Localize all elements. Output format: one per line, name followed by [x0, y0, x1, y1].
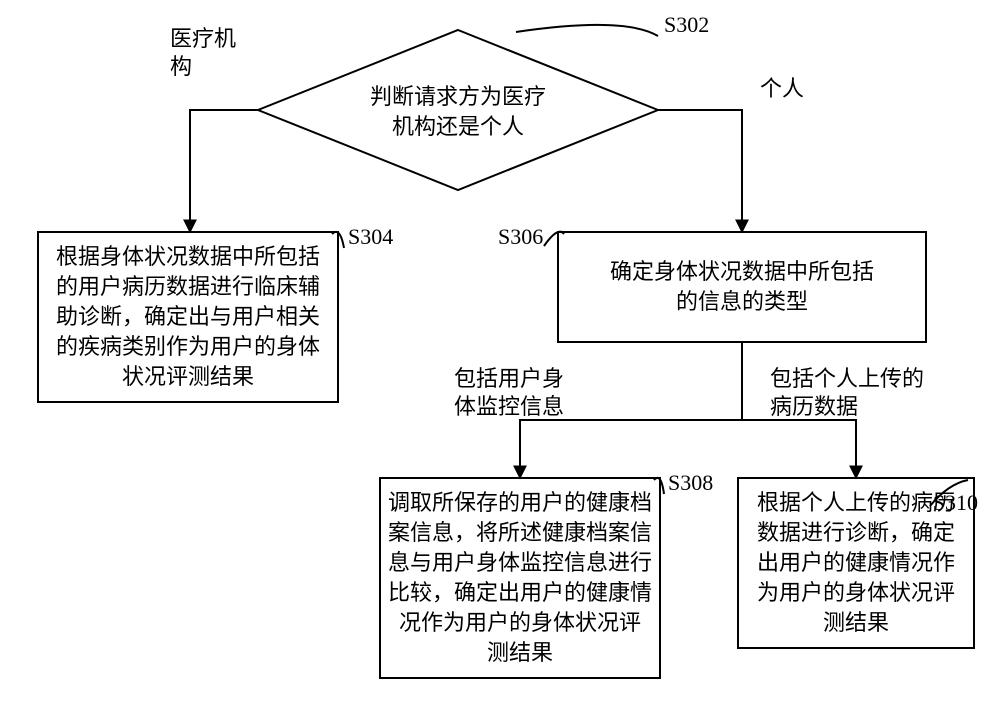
step-label-s308: S308 — [668, 470, 713, 495]
step-label-s304: S304 — [348, 224, 393, 249]
step-label-s310: S310 — [933, 490, 978, 515]
svg-text:个人: 个人 — [760, 76, 804, 101]
step-label-s306: S306 — [498, 224, 543, 249]
node-s306 — [558, 232, 926, 342]
step-label-s302: S302 — [664, 12, 709, 37]
